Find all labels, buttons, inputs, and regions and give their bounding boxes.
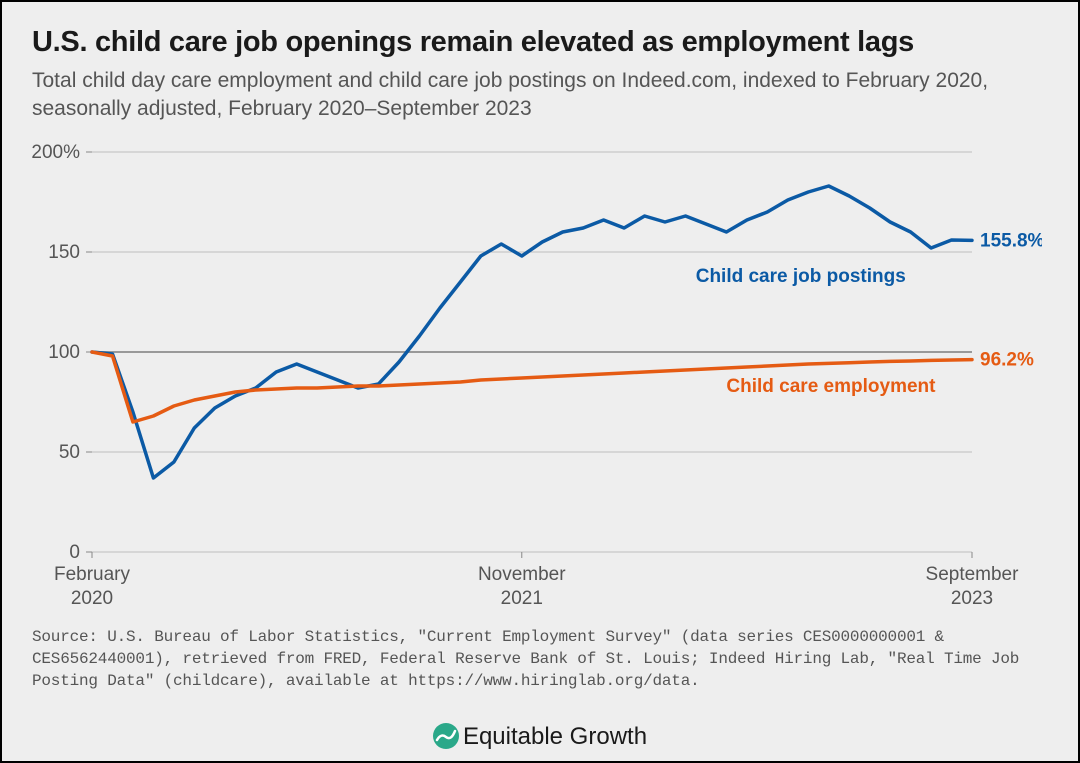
x-tick-label: September bbox=[926, 564, 1020, 585]
y-tick-label: 150 bbox=[48, 242, 80, 263]
end-label-postings: 155.8% bbox=[980, 230, 1042, 251]
x-tick-label: 2020 bbox=[71, 588, 113, 609]
brand-footer: Equitable Growth bbox=[2, 723, 1078, 751]
brand-logo-icon bbox=[433, 723, 459, 749]
chart-frame: U.S. child care job openings remain elev… bbox=[0, 0, 1080, 763]
x-tick-label: November bbox=[478, 564, 566, 585]
end-label-employment: 96.2% bbox=[980, 349, 1034, 370]
source-note: Source: U.S. Bureau of Labor Statistics,… bbox=[32, 626, 1054, 693]
line-chart: 0 50 100 150 200% February 2020 November 2021 Sep… bbox=[32, 142, 1042, 612]
brand-name: Equitable Growth bbox=[463, 723, 647, 750]
y-tick-label: 100 bbox=[48, 342, 80, 363]
series-postings bbox=[92, 186, 972, 478]
chart-area: 0 50 100 150 200% February 2020 November 2021 Sep… bbox=[32, 142, 1042, 612]
x-tick-label: 2023 bbox=[951, 588, 993, 609]
y-tick-label: 200% bbox=[32, 142, 80, 163]
chart-title: U.S. child care job openings remain elev… bbox=[32, 26, 1054, 59]
series-label-employment: Child care employment bbox=[726, 376, 936, 397]
x-tick-label: February bbox=[54, 564, 131, 585]
x-tick-label: 2021 bbox=[501, 588, 543, 609]
y-tick-label: 0 bbox=[69, 542, 80, 563]
chart-subtitle: Total child day care employment and chil… bbox=[32, 67, 1054, 124]
series-label-postings: Child care job postings bbox=[696, 266, 906, 287]
y-tick-label: 50 bbox=[59, 442, 80, 463]
